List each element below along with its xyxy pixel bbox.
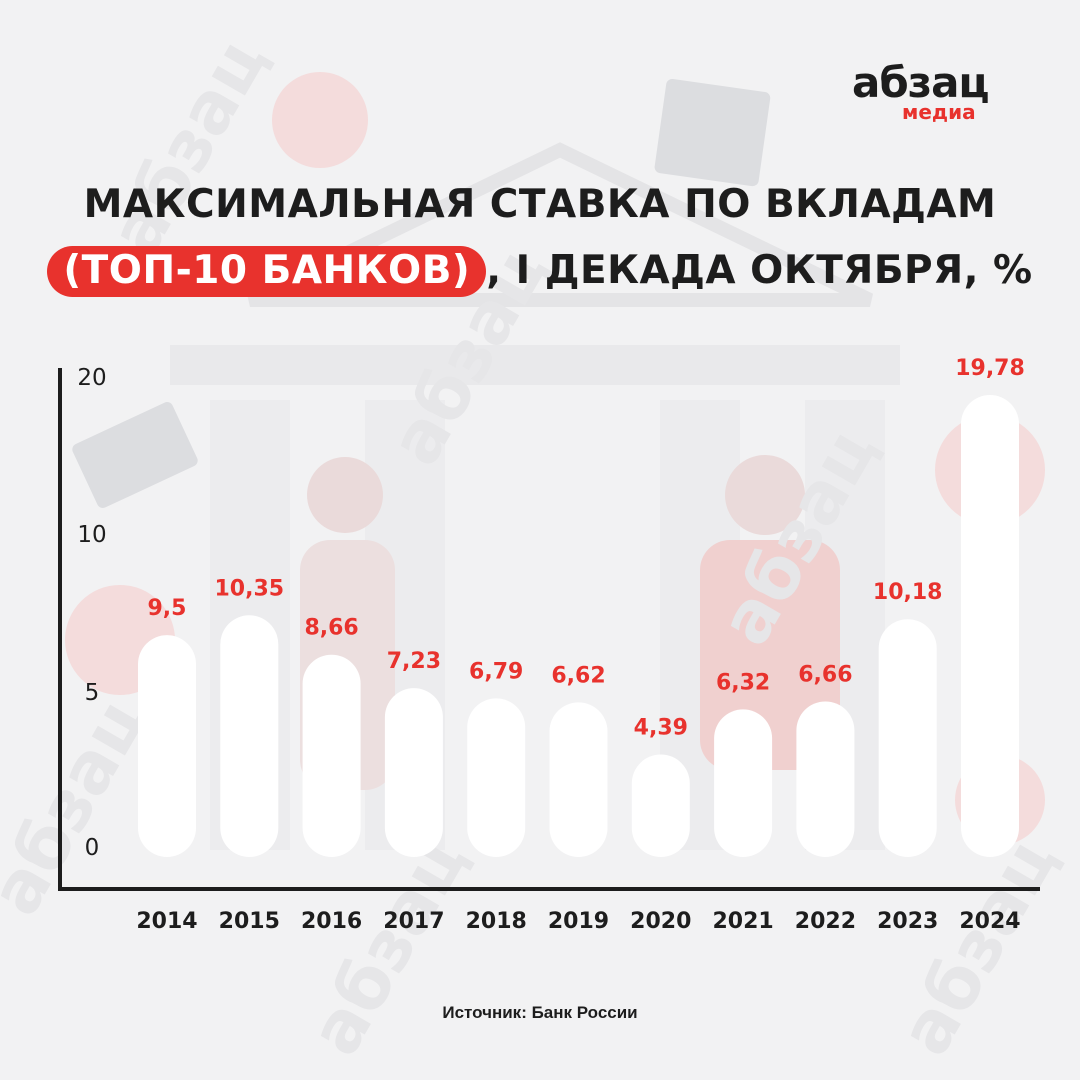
bar: [878, 619, 937, 857]
data-label: 10,35: [215, 576, 285, 601]
data-label: 10,18: [873, 580, 943, 605]
x-tick-label: 2019: [548, 909, 609, 934]
y-tick-labels-group: 0 5 10 20: [77, 365, 106, 861]
data-label: 6,79: [469, 659, 523, 684]
title-line-2-rest: , I ДЕКАДА ОКТЯБРЯ, %: [486, 248, 1033, 293]
data-label: 6,62: [551, 663, 605, 688]
logo-wordmark: абзац: [852, 58, 990, 107]
data-label: 9,5: [148, 596, 187, 621]
person-head-shape: [307, 457, 383, 533]
bars-group: [138, 395, 1019, 857]
coin-shape: [272, 72, 368, 168]
data-label: 6,32: [716, 670, 770, 695]
bar: [631, 754, 690, 857]
data-label: 8,66: [304, 616, 358, 641]
x-tick-labels-group: 2014 2015 2016 2017 2018 2019 2020 2021 2022 2023…: [136, 909, 1020, 934]
x-tick-label: 2015: [219, 909, 280, 934]
title-line-2: (ТОП-10 БАНКОВ), I ДЕКАДА ОКТЯБРЯ, %: [40, 238, 1040, 304]
y-tick-label: 20: [77, 365, 106, 391]
x-tick-label: 2014: [136, 909, 197, 934]
bar: [796, 701, 855, 857]
title-highlight-badge: (ТОП-10 БАНКОВ): [47, 246, 487, 297]
data-label: 4,39: [634, 715, 688, 740]
bar: [549, 702, 608, 857]
bar: [220, 615, 279, 857]
x-tick-label: 2021: [712, 909, 773, 934]
logo-subtitle: медиа: [902, 100, 976, 124]
title-line-1: МАКСИМАЛЬНАЯ СТАВКА ПО ВКЛАДАМ: [83, 182, 997, 227]
brand-logo: абзац медиа: [852, 58, 1027, 128]
bar: [384, 688, 443, 857]
x-tick-label: 2016: [301, 909, 362, 934]
x-tick-label: 2020: [630, 909, 691, 934]
x-tick-label: 2022: [795, 909, 856, 934]
banknote-shape: [72, 402, 198, 508]
y-tick-label: 10: [77, 522, 106, 548]
data-label: 6,66: [798, 662, 852, 687]
bar: [467, 698, 526, 857]
data-label: 7,23: [387, 649, 441, 674]
bank-frieze: [170, 345, 900, 385]
x-tick-label: 2017: [383, 909, 444, 934]
bar: [714, 709, 773, 857]
bar: [138, 635, 196, 857]
y-tick-label: 0: [85, 835, 100, 861]
source-note: Источник: Банк России: [442, 1003, 638, 1022]
data-label: 19,78: [955, 356, 1025, 381]
chart-title: МАКСИМАЛЬНАЯ СТАВКА ПО ВКЛАДАМ (ТОП-10 Б…: [40, 172, 1040, 304]
y-tick-label: 5: [85, 680, 100, 706]
bar: [302, 654, 361, 857]
bank-roof: [246, 142, 874, 307]
value-labels-group: 9,5 10,35 8,66 7,23 6,79 6,62 4,39 6,32 6,66 10,1…: [148, 356, 1025, 740]
person-head-shape: [725, 455, 805, 535]
x-tick-label: 2024: [959, 909, 1020, 934]
x-tick-label: 2018: [466, 909, 527, 934]
bar: [961, 395, 1019, 857]
x-tick-label: 2023: [877, 909, 938, 934]
banknote-shape: [654, 78, 771, 187]
